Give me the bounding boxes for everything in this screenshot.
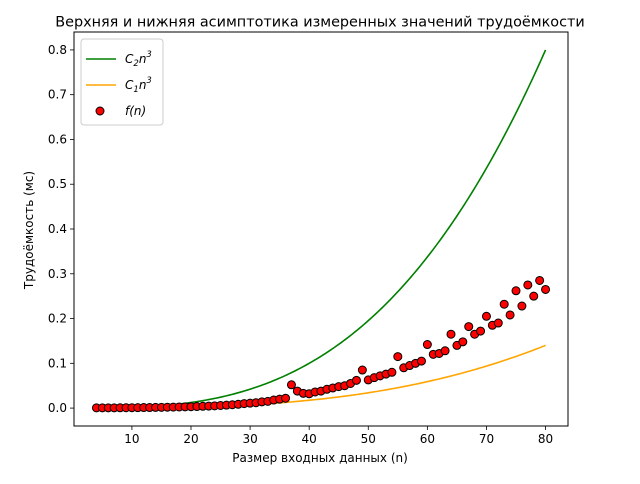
data-point — [529, 291, 539, 301]
data-point — [523, 280, 533, 290]
data-point — [446, 329, 456, 339]
chart-title: Верхняя и нижняя асимптотика измеренных … — [55, 15, 585, 31]
data-point — [357, 365, 367, 375]
y-tick-label: 0.1 — [48, 356, 67, 370]
y-tick-label: 0.5 — [48, 177, 67, 191]
data-point — [416, 356, 426, 366]
data-point — [458, 337, 468, 347]
data-point — [440, 346, 450, 356]
legend: C2n3 C1n3 f(n) — [80, 38, 164, 126]
y-tick-label: 0.6 — [48, 132, 67, 146]
legend-label: f(n) — [125, 104, 146, 118]
legend-label: C2n3 — [125, 50, 152, 69]
y-axis-label: Трудоёмкость (мс) — [22, 171, 36, 290]
y-tick-label: 0.2 — [48, 312, 67, 326]
legend-frame — [80, 38, 164, 126]
data-point — [281, 393, 291, 403]
data-point — [481, 311, 491, 321]
data-point — [511, 286, 521, 296]
data-point — [393, 352, 403, 362]
x-tick-label: 10 — [124, 432, 139, 446]
data-point — [517, 301, 527, 311]
x-tick-label: 30 — [242, 432, 257, 446]
data-layer — [91, 49, 551, 413]
data-point — [493, 318, 503, 328]
x-tick-label: 70 — [479, 432, 494, 446]
data-point — [541, 284, 551, 294]
y-tick-label: 0.3 — [48, 267, 67, 281]
y-tick-label: 0.4 — [48, 222, 67, 236]
y-tick-label: 0.7 — [48, 88, 67, 102]
x-tick-label: 40 — [302, 432, 317, 446]
y-tick-label: 0.8 — [48, 43, 67, 57]
data-point — [505, 310, 515, 320]
data-point — [476, 326, 486, 336]
data-point — [351, 375, 361, 385]
data-point — [387, 367, 397, 377]
axes: 10 20 30 40 50 60 70 80 0.0 0.1 0.2 0.3 0.4 0.5 0.6 0.7… — [48, 43, 553, 446]
x-tick-label: 50 — [361, 432, 376, 446]
legend-marker-swatch — [95, 106, 105, 116]
data-point — [499, 299, 509, 309]
x-tick-label: 20 — [183, 432, 198, 446]
x-tick-label: 60 — [420, 432, 435, 446]
data-point — [464, 322, 474, 332]
x-tick-label: 80 — [538, 432, 553, 446]
data-point — [535, 275, 545, 285]
y-tick-label: 0.0 — [48, 401, 67, 415]
legend-label: C1n3 — [125, 76, 152, 95]
x-axis-label: Размер входных данных (n) — [232, 451, 408, 465]
axes-frame — [73, 31, 569, 427]
data-point — [286, 380, 296, 390]
data-point — [422, 340, 432, 350]
